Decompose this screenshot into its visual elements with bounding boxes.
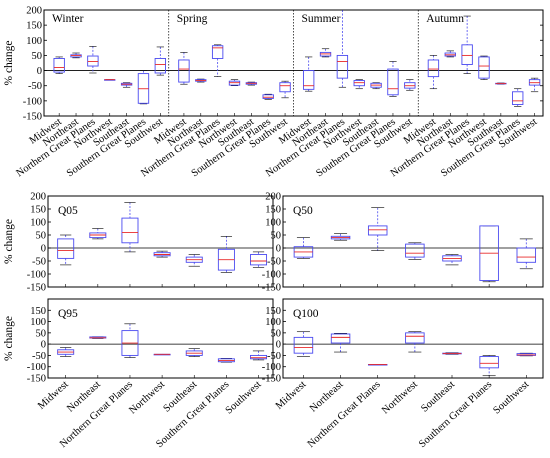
bottom-ytick-label: 100 [265,317,281,328]
top-p3-box-5-box [512,91,524,105]
bottom-p0-box-6-box [250,254,268,266]
top-p2-box-3-box [353,80,365,87]
bottom-panel-label: Q95 [58,308,78,320]
bottom-xtick-label: Southern Great Planes [417,379,494,450]
bottom-p1-box-3-box [405,243,425,258]
bottom-ytick-label: 150 [265,306,281,317]
bottom-ytick-label: 50 [271,328,282,339]
bottom-ytick-label: 0 [276,244,281,255]
top-p3-box-3-box [478,56,490,79]
top-p0-box-2-box [87,55,99,67]
bottom-ytick-label: 0 [41,340,46,351]
bottom-p1-box-2-box [367,225,388,236]
top-p1-box-6-box [279,82,291,93]
top-panel-label: Summer [302,13,341,25]
bottom-p0-box-0-box [57,238,75,259]
bottom-ytick-label: 50 [36,231,47,242]
bottom-ytick-label: -150 [27,374,46,385]
top-ytick-label: -150 [23,112,42,123]
bottom-xtick-label: Northwest [380,379,420,416]
bottom-panel-label: Q100 [293,308,319,320]
top-ylabel: % change [3,40,15,85]
top-ytick-label: 50 [32,51,43,62]
bottom-xtick-label: Southeast [419,379,457,415]
top-p2-box-0-box [302,70,315,90]
bottom-xtick-label: Northeast [308,379,346,415]
bottom-ytick-label: 150 [30,306,46,317]
bottom-p3-box-1-box [330,333,351,344]
bottom-ytick-label: -100 [27,270,46,281]
bottom-ytick-label: 100 [30,317,46,328]
top-p3-box-0-box [427,59,440,78]
top-p1-box-5-box [262,94,274,99]
top-p3-box-2-box [461,44,473,65]
bottom-panel-frame [47,298,274,379]
top-panel-label: Winter [52,13,84,25]
bottom-ytick-label: 50 [36,328,47,339]
bottom-panel-frame [47,195,274,288]
bottom-p1-box-6-box [516,247,537,263]
top-p0-box-0-box [53,58,65,73]
bottom-ytick-label: -100 [262,270,281,281]
bottom-xtick-label: Northwest [127,379,167,416]
bottom-ytick-label: -50 [32,257,46,268]
bottom-panel-frame [282,298,544,379]
top-p1-box-2-box [211,45,224,59]
bottom-xtick-label: Northern Great Planes [306,379,383,450]
bottom-ytick-label: -150 [262,283,281,294]
bottom-ytick-label: -150 [262,374,281,385]
bottom-ytick-label: 0 [276,340,281,351]
bottom-p3-box-3-box [405,332,425,344]
top-ytick-label: 0 [37,66,42,77]
bottom-ytick-label: 100 [30,218,46,229]
bottom-p3-box-5-box [479,356,499,369]
top-panel-label: Autumn [426,13,464,25]
top-p2-box-5-box [387,68,399,96]
bottom-ytick-label: 50 [271,231,282,242]
bottom-panel-label: Q50 [293,205,313,217]
bottom-p0-box-2-box [121,217,139,244]
top-p1-box-0-box [178,59,190,83]
bottom-ytick-label: -50 [32,351,46,362]
bottom-xtick-label: Southwest [491,379,531,417]
bottom-ytick-label: 200 [30,192,46,203]
top-ytick-label: 100 [26,36,42,47]
bottom-ytick-label: 150 [30,205,46,216]
bottom-p3-box-0-box [293,336,314,354]
top-panel-label: Spring [177,13,208,25]
top-p2-box-2-box [336,54,349,79]
bottom-panel-label: Q05 [58,205,78,217]
bottom-ylabel: % change [3,219,15,264]
bottom-ytick-label: -50 [267,257,281,268]
top-p0-box-1-box [70,54,82,58]
top-ytick-label: 200 [26,6,42,17]
bottom-ytick-label: 200 [265,192,281,203]
top-ytick-label: -50 [28,81,42,92]
bottom-ytick-label: 150 [265,205,281,216]
top-ytick-label: 150 [26,21,42,32]
bottom-p2-box-6-box [250,354,268,360]
bottom-ytick-label: 100 [265,218,281,229]
bottom-ytick-label: -150 [27,283,46,294]
top-p0-box-6-box [154,58,166,74]
top-ytick-label: -100 [23,96,42,107]
bottom-xtick-label: Southwest [224,379,264,417]
bottom-ytick-label: -100 [27,362,46,373]
bottom-ytick-label: 0 [41,244,46,255]
bottom-panel-frame [282,195,544,288]
bottom-ylabel: % change [3,316,15,361]
top-p1-box-3-box [228,80,241,86]
bottom-p3-box-6-box [516,353,537,356]
bottom-ytick-label: -100 [262,362,281,373]
bottom-ytick-label: -50 [267,351,281,362]
